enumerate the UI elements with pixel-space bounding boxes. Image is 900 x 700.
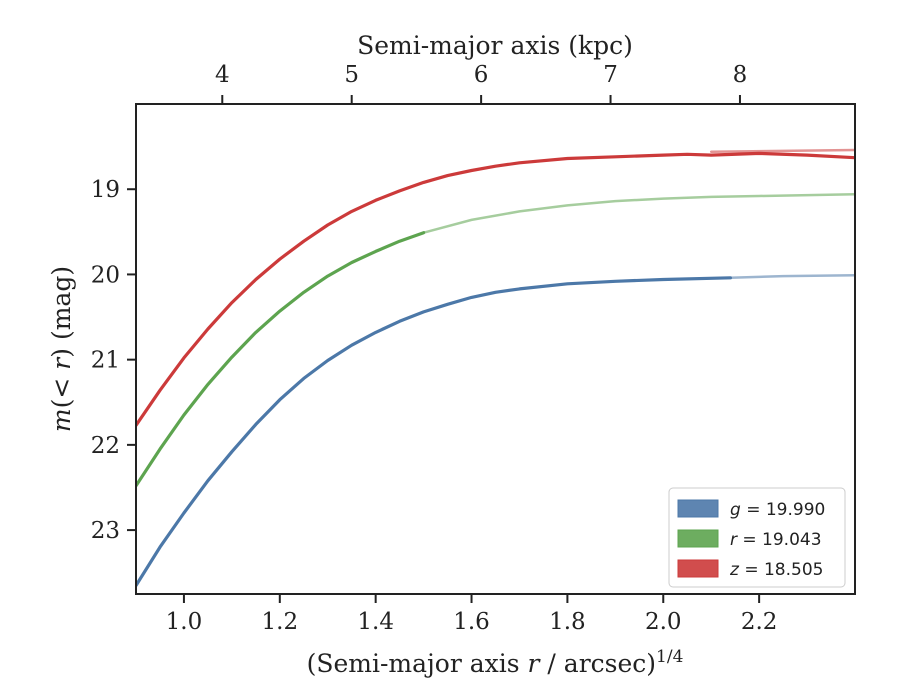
legend-label-g: g = 19.990 xyxy=(730,500,825,520)
series-r-extrapolated-line xyxy=(422,193,855,234)
y-tick-label: 21 xyxy=(91,348,120,374)
x-tick-label: 1.6 xyxy=(453,609,490,635)
legend-swatch-g xyxy=(677,499,719,518)
x-tick-label: 1.8 xyxy=(549,609,586,635)
y-tick-label: 19 xyxy=(91,177,120,203)
ticks-layer: 1.0 1.2 1.4 1.6 1.8 2.0 2.2 19 20 21 22 23 4 5 6 7 8 xyxy=(91,62,778,635)
x-tick-label: 1.0 xyxy=(166,609,203,635)
legend-label-r: r = 19.043 xyxy=(730,530,822,550)
y-tick-label: 23 xyxy=(91,518,120,544)
series-layer xyxy=(136,148,855,588)
legend-swatch-z xyxy=(677,559,719,578)
y-tick-label: 22 xyxy=(91,433,120,459)
x-tick-label: 1.4 xyxy=(357,609,394,635)
legend-swatch-r xyxy=(677,529,719,548)
x-tick-label: 2.0 xyxy=(645,609,682,635)
series-r-line xyxy=(136,231,426,488)
top-tick-label: 4 xyxy=(215,62,230,88)
legend-label-z: z = 18.505 xyxy=(729,560,823,580)
top-x-axis-label: Semi-major axis (kpc) xyxy=(357,31,633,60)
top-tick-label: 8 xyxy=(733,62,748,88)
series-g-line xyxy=(136,276,732,588)
top-tick-label: 5 xyxy=(344,62,359,88)
x-axis-label: (Semi-major axis r / arcsec)1/4 xyxy=(307,647,684,678)
axes-frame xyxy=(135,103,856,595)
top-tick-label: 6 xyxy=(474,62,489,88)
series-z-extrapolated-line xyxy=(709,148,855,153)
series-z-line xyxy=(136,151,855,427)
y-axis-label: m(< r) (mag) xyxy=(47,266,76,432)
x-tick-label: 2.2 xyxy=(741,609,778,635)
x-tick-label: 1.2 xyxy=(262,609,299,635)
legend: g = 19.990 r = 19.043 z = 18.505 xyxy=(668,487,846,588)
y-tick-label: 20 xyxy=(91,262,120,288)
series-g-extrapolated-line xyxy=(729,274,855,280)
legend-entries: g = 19.990 r = 19.043 z = 18.505 xyxy=(677,499,825,580)
top-tick-label: 7 xyxy=(603,62,618,88)
